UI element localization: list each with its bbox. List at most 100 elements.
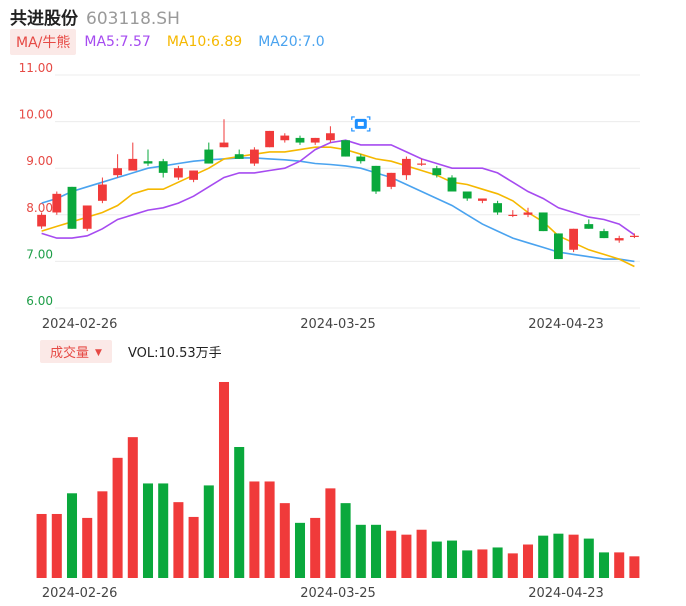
- volume-bar: [234, 446, 245, 578]
- y-tick-label: 8.00: [26, 201, 53, 215]
- price-x-tick-label: 2024-03-25: [300, 317, 376, 332]
- ma5-line: [41, 139, 635, 239]
- candle-body: [67, 186, 77, 229]
- candle-body: [204, 149, 214, 164]
- volume-bar: [310, 517, 321, 578]
- candle-body: [113, 168, 123, 176]
- y-tick-label: 10.00: [19, 108, 53, 122]
- volume-bar: [340, 503, 351, 578]
- volume-bar: [370, 524, 382, 578]
- candle-body: [128, 158, 138, 171]
- candle-body: [341, 140, 351, 157]
- candle-body: [523, 212, 533, 215]
- candle-body: [599, 231, 609, 239]
- volume-bar: [431, 541, 442, 578]
- volume-bar: [127, 437, 138, 578]
- volume-bar: [203, 485, 214, 578]
- ma20-line: [41, 157, 635, 263]
- stock-header: 共进股份 603118.SH: [10, 4, 180, 29]
- candle-body: [432, 168, 442, 176]
- volume-bar: [279, 503, 290, 578]
- volume-bar: [188, 516, 199, 578]
- candle-body: [173, 168, 183, 178]
- volume-x-tick-label: 2024-04-23: [528, 586, 604, 601]
- candle-body: [371, 165, 381, 192]
- volume-legend: 成交量 ▼ VOL:10.53万手: [40, 339, 222, 363]
- candle-body: [538, 212, 548, 232]
- y-tick-label: 7.00: [26, 247, 53, 261]
- volume-bar: [462, 550, 473, 578]
- volume-bar: [355, 524, 366, 578]
- volume-bar: [249, 481, 260, 578]
- candle-body: [265, 130, 275, 148]
- volume-bar: [416, 529, 427, 578]
- candle-body: [614, 238, 624, 241]
- volume-bar: [325, 488, 336, 578]
- ma10-line: [41, 146, 635, 268]
- candle-body: [295, 137, 305, 143]
- volume-toggle-label: 成交量: [50, 345, 90, 361]
- volume-bar: [386, 530, 397, 578]
- candle-body: [553, 233, 563, 260]
- volume-bar: [553, 533, 564, 578]
- candle-body: [462, 191, 472, 199]
- volume-bar: [82, 517, 93, 578]
- volume-bar: [477, 549, 488, 578]
- volume-bar: [598, 552, 610, 578]
- price-x-tick-label: 2024-04-23: [528, 317, 604, 332]
- candle-body: [477, 198, 487, 201]
- y-tick-label: 6.00: [26, 294, 53, 308]
- y-tick-label: 9.00: [26, 154, 53, 168]
- volume-bar: [538, 535, 549, 578]
- selected-point-marker-icon: [351, 116, 371, 132]
- ma-toggle-button[interactable]: MA/牛熊: [10, 29, 77, 55]
- y-tick-label: 11.00: [19, 61, 53, 75]
- volume-value: VOL:10.53万手: [127, 345, 222, 361]
- candle-body: [356, 156, 366, 162]
- ma20-legend: MA20:7.0: [258, 34, 325, 50]
- candle-body: [325, 133, 335, 141]
- ma5-legend: MA5:7.57: [84, 34, 151, 50]
- candle-body: [52, 193, 62, 213]
- candle-body: [143, 161, 153, 164]
- candle-body: [219, 142, 229, 148]
- volume-bar: [51, 513, 62, 578]
- candle-body: [401, 158, 411, 176]
- volume-bar: [583, 538, 594, 578]
- candle-body: [234, 154, 244, 159]
- candle-body: [629, 235, 639, 237]
- ma10-legend: MA10:6.89: [166, 34, 243, 50]
- volume-bar: [446, 540, 458, 578]
- volume-bar: [66, 493, 78, 578]
- volume-bar: [614, 552, 625, 578]
- volume-indicator-dropdown[interactable]: 成交量 ▼: [40, 339, 112, 363]
- ma-legend: MA/牛熊 MA5:7.57 MA10:6.89 MA20:7.0: [10, 29, 341, 55]
- volume-bar: [36, 513, 47, 578]
- volume-x-tick-label: 2024-03-25: [300, 586, 376, 601]
- price-x-tick-label: 2024-02-26: [42, 317, 118, 332]
- volume-bar: [97, 491, 108, 578]
- volume-bar: [507, 553, 518, 578]
- candle-body: [82, 205, 92, 229]
- volume-bar: [264, 481, 275, 578]
- candle-body: [97, 184, 107, 201]
- candle-body: [569, 228, 579, 250]
- volume-bar: [401, 534, 412, 578]
- candle-body: [447, 177, 457, 192]
- volume-bar: [218, 381, 230, 578]
- candle-body: [386, 172, 396, 187]
- candle-body: [417, 163, 427, 165]
- stock-code: 603118.SH: [86, 9, 180, 29]
- chevron-down-icon: ▼: [95, 348, 102, 358]
- volume-bar: [158, 483, 169, 578]
- stock-name: 共进股份: [10, 9, 78, 29]
- candle-body: [189, 170, 199, 180]
- volume-bar: [522, 544, 534, 578]
- volume-bar: [294, 522, 306, 578]
- candle-body: [310, 137, 320, 143]
- candle-body: [158, 161, 168, 173]
- candle-body: [249, 149, 259, 164]
- candle-body: [584, 224, 594, 229]
- candle-body: [493, 203, 503, 213]
